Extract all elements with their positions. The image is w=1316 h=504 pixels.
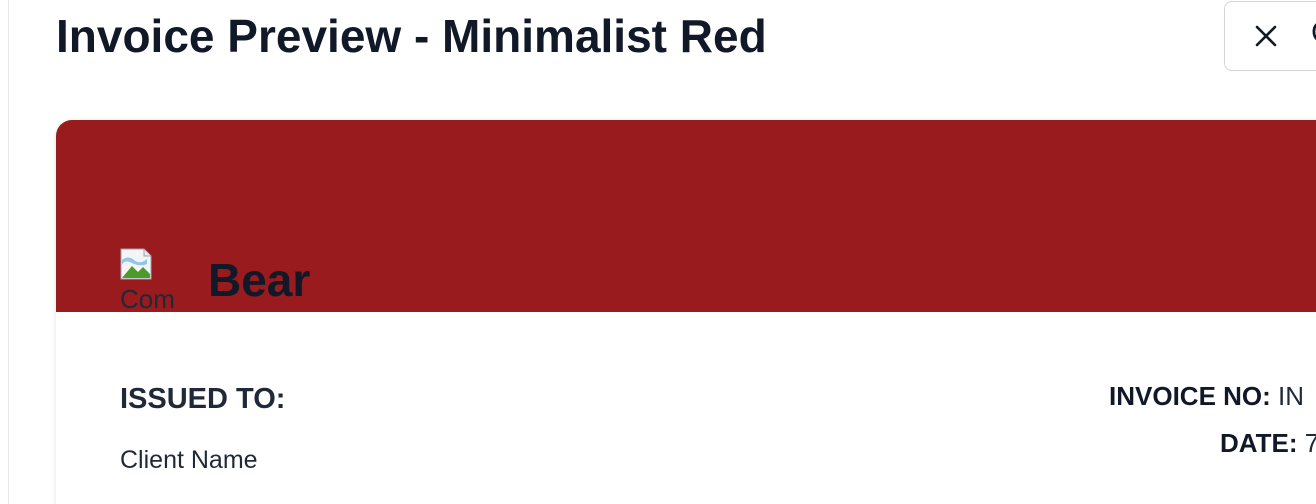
- invoice-document: Com Bear ISSUED TO: Client Name INVOICE …: [56, 120, 1316, 504]
- invoice-number-value: IN: [1278, 381, 1305, 411]
- issued-to-label: ISSUED TO:: [120, 383, 286, 415]
- company-name: Bear: [208, 254, 311, 306]
- client-name: Client Name: [120, 446, 258, 474]
- modal-toolbar: C: [1224, 1, 1316, 71]
- modal-title: Invoice Preview - Minimalist Red: [56, 10, 767, 62]
- broken-image-icon: [120, 248, 152, 280]
- invoice-date-label: DATE:: [1220, 428, 1298, 458]
- logo-alt-text: Com: [120, 284, 175, 312]
- modal-left-edge: [0, 0, 9, 504]
- close-button[interactable]: [1225, 2, 1307, 70]
- close-icon: [1255, 25, 1277, 47]
- invoice-number-row: INVOICE NO: IN: [1109, 380, 1304, 412]
- invoice-date-row: DATE: 7: [1220, 427, 1316, 459]
- invoice-date-value: 7: [1304, 428, 1316, 458]
- toolbar-clipped-label[interactable]: C: [1311, 16, 1316, 50]
- company-logo: Com: [120, 248, 186, 312]
- invoice-number-label: INVOICE NO:: [1109, 381, 1271, 411]
- invoice-header-band: Com Bear: [56, 120, 1316, 312]
